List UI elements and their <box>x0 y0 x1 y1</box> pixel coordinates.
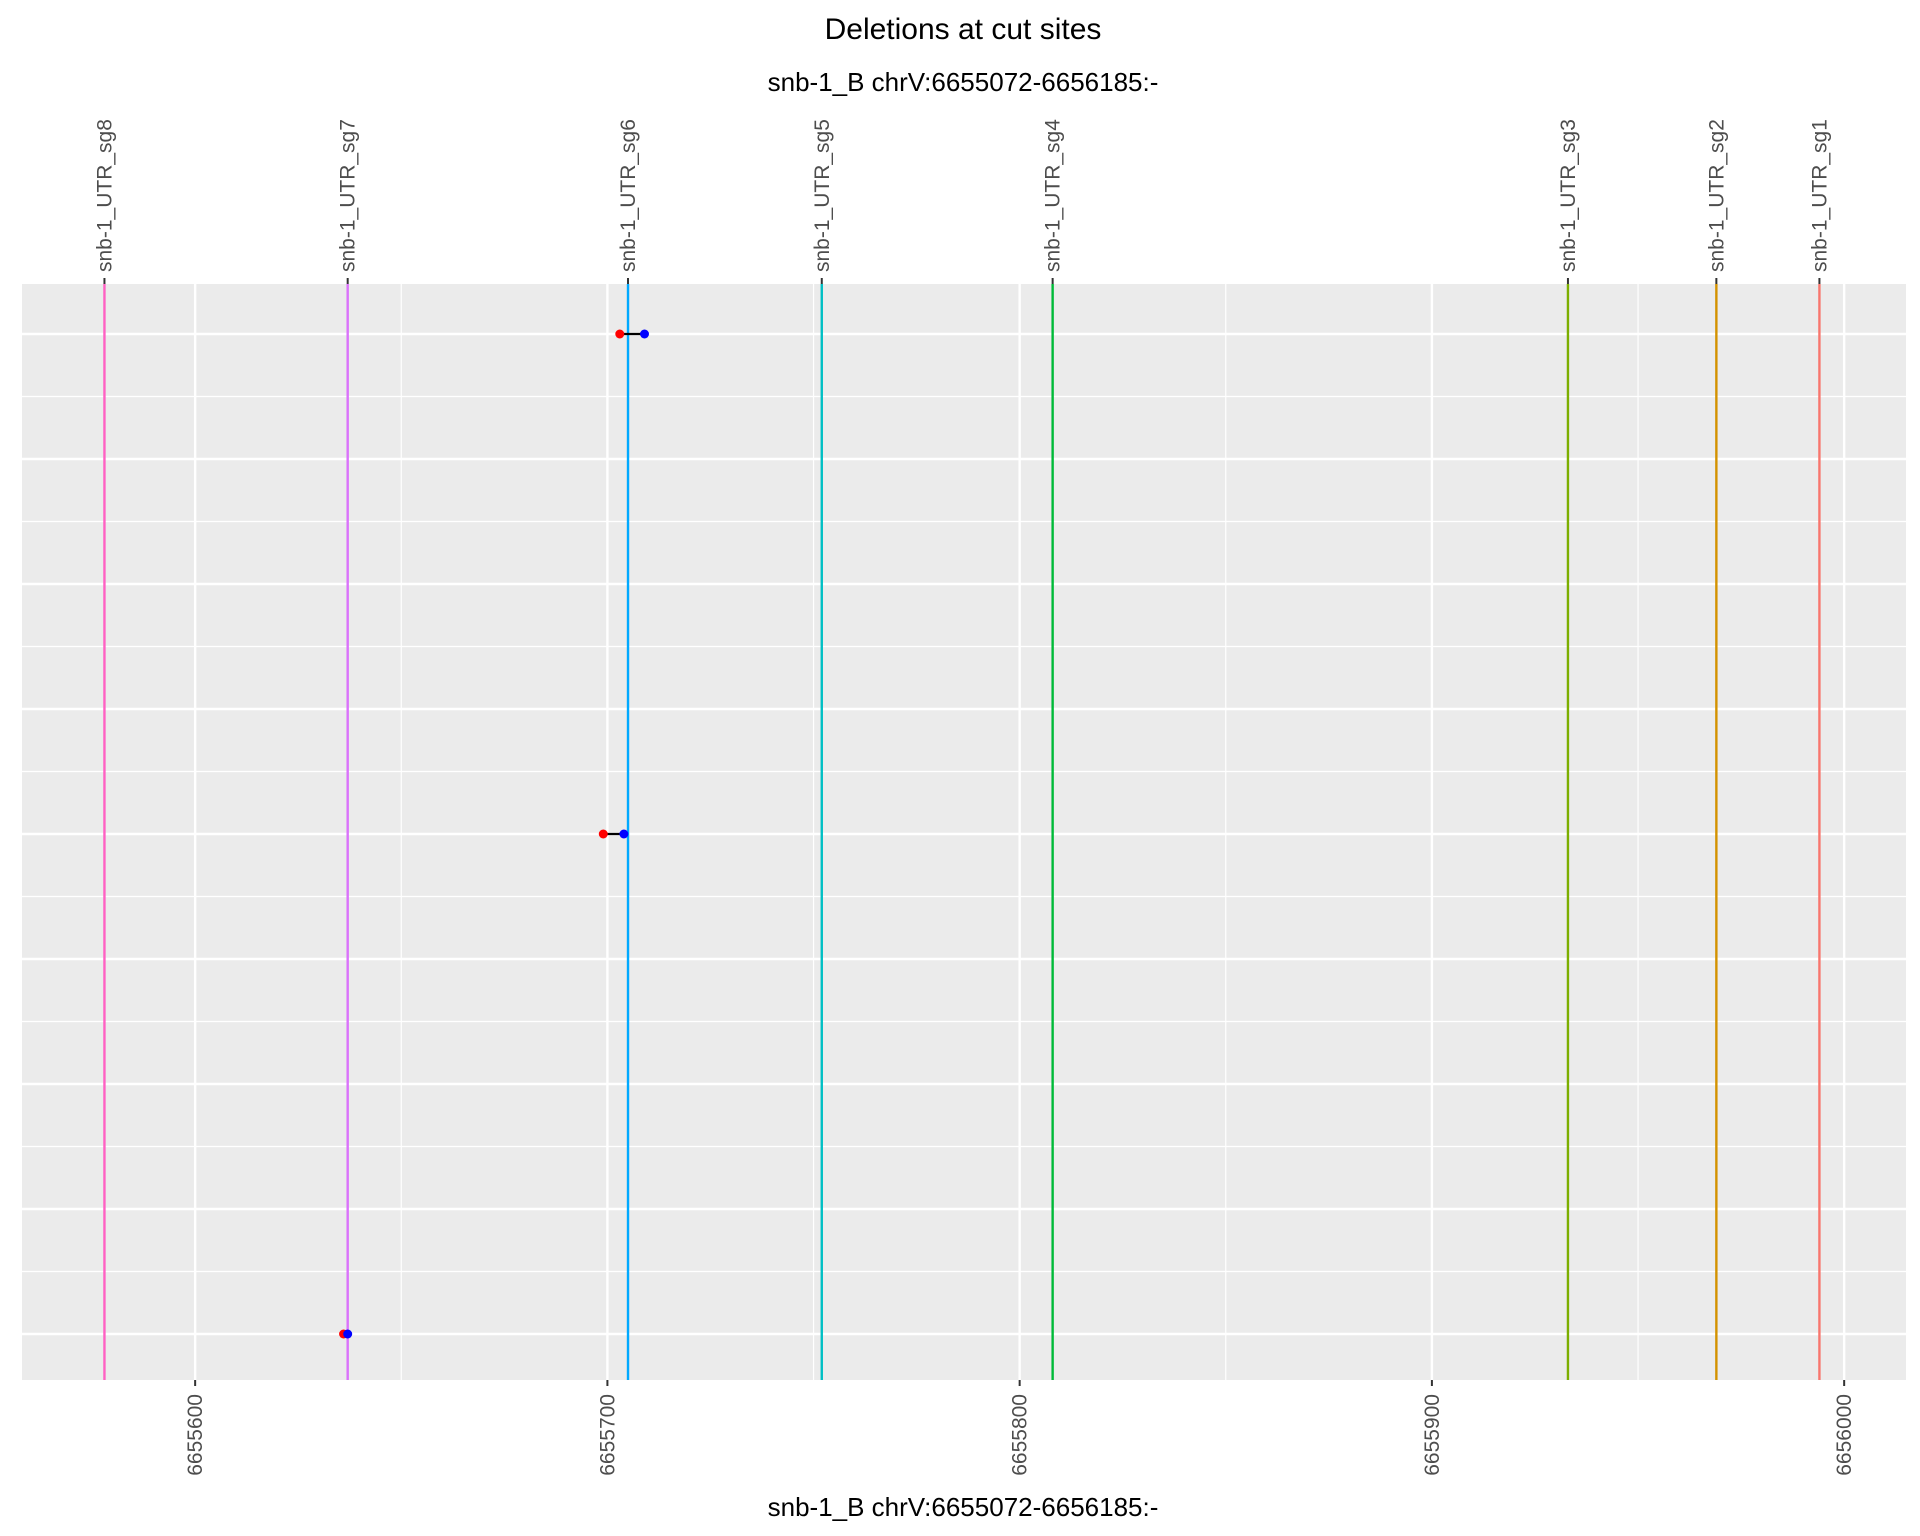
deletion-start-point-1 <box>615 329 625 339</box>
minor-gridlines <box>22 284 1906 1380</box>
cut-site-label-snb-1_UTR_sg3: snb-1_UTR_sg3 <box>1557 119 1580 272</box>
cut-site-label-snb-1_UTR_sg2: snb-1_UTR_sg2 <box>1705 119 1728 272</box>
chart-subtitle: snb-1_B chrV:6655072-6656185:- <box>768 67 1159 97</box>
cut-site-ticks <box>103 278 1821 284</box>
deletion-end-point-1 <box>640 329 650 339</box>
cut-site-label-snb-1_UTR_sg7: snb-1_UTR_sg7 <box>337 119 360 272</box>
major-gridlines <box>22 284 1906 1380</box>
chart-title: Deletions at cut sites <box>825 13 1102 46</box>
cut-site-label-snb-1_UTR_sg6: snb-1_UTR_sg6 <box>617 119 640 272</box>
cut-site-labels: snb-1_UTR_sg8 snb-1_UTR_sg7 snb-1_UTR_sg6 s… <box>93 119 1831 272</box>
deletion-end-point-2 <box>619 829 629 839</box>
cut-site-label-snb-1_UTR_sg8: snb-1_UTR_sg8 <box>93 119 116 272</box>
x-axis-label: snb-1_B chrV:6655072-6656185:- <box>768 1492 1159 1522</box>
x-tick-label: 6655600 <box>184 1394 207 1476</box>
cut-site-label-snb-1_UTR_sg5: snb-1_UTR_sg5 <box>811 119 834 272</box>
deletion-end-point-3 <box>343 1329 353 1339</box>
x-tick-label: 6655800 <box>1009 1394 1032 1476</box>
x-axis-ticks <box>194 1380 1846 1386</box>
deletion-start-point-2 <box>598 829 608 839</box>
x-tick-label: 6656000 <box>1833 1394 1856 1476</box>
cut-site-label-snb-1_UTR_sg4: snb-1_UTR_sg4 <box>1042 119 1065 272</box>
cut-site-lines <box>103 284 1821 1380</box>
x-axis-tick-labels: 6655600 6655700 6655800 6655900 6656000 <box>184 1394 1856 1476</box>
plot-panel <box>22 284 1906 1380</box>
x-tick-label: 6655900 <box>1421 1394 1444 1476</box>
x-tick-label: 6655700 <box>596 1394 619 1476</box>
cut-site-label-snb-1_UTR_sg1: snb-1_UTR_sg1 <box>1808 119 1831 272</box>
deletion-marks <box>339 329 650 1339</box>
